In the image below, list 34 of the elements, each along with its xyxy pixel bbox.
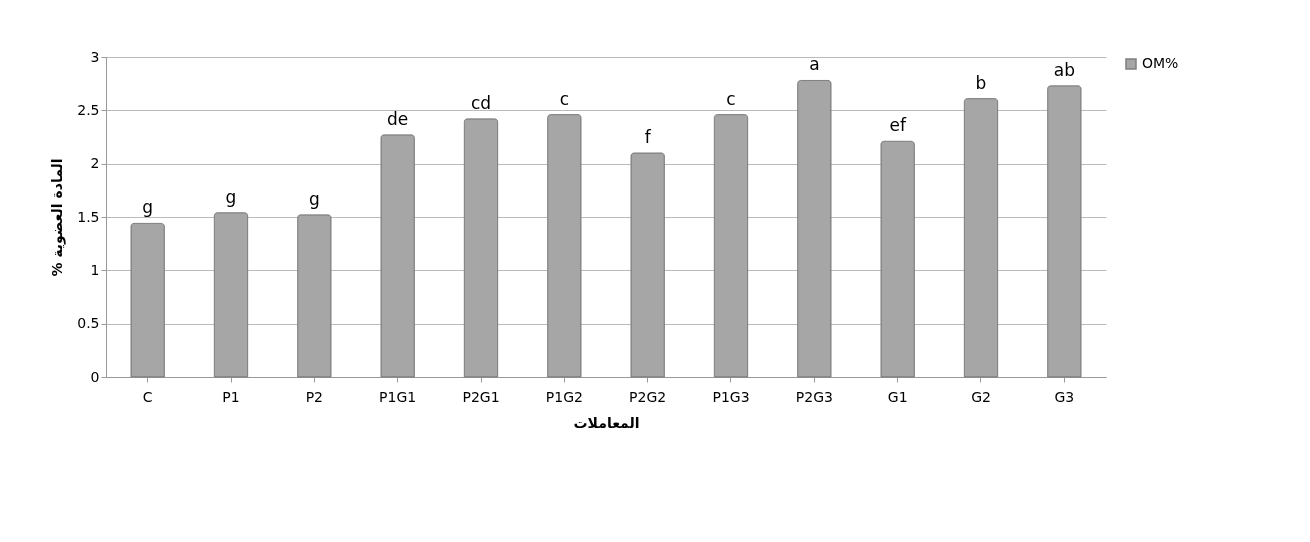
annotation: g [142, 197, 154, 218]
y-tick-label: 0.5 [77, 315, 100, 332]
y-tick-label: 1 [90, 261, 100, 278]
y-axis-title: % المادة العضوية [49, 158, 67, 277]
x-tick-label: P2 [305, 388, 324, 405]
annotation: f [644, 127, 652, 147]
x-tick-label: P2G3 [795, 388, 833, 405]
y-tick-label: 3 [90, 48, 100, 65]
legend-label: OM% [1142, 55, 1179, 71]
x-tick-label: P2G1 [462, 388, 500, 405]
x-tick-label: P1G3 [712, 388, 750, 405]
annotation: c [559, 88, 570, 109]
x-tick-label: G3 [1054, 388, 1075, 405]
x-tick-label: P1G2 [545, 388, 583, 405]
x-tick-label: G2 [971, 388, 991, 405]
x-tick-label: P1 [222, 388, 240, 405]
x-tick-label: C [142, 388, 153, 405]
annotation: b [975, 72, 987, 93]
annotation: g [308, 188, 320, 209]
annotation: ef [889, 115, 907, 136]
x-tick-label: P2G2 [629, 388, 667, 405]
annotation: g [225, 186, 237, 207]
annotation: ab [1053, 59, 1075, 80]
y-tick-label: 1.5 [77, 208, 100, 225]
y-tick-label: 2.5 [77, 101, 100, 118]
x-tick-label: P1G1 [379, 388, 417, 405]
annotation: de [387, 108, 409, 129]
annotation: cd [470, 92, 492, 113]
x-tick-label: G1 [887, 388, 908, 405]
annotation: a [809, 54, 820, 75]
annotation: c [726, 88, 736, 109]
y-tick-label: 0 [90, 368, 100, 385]
x-axis-title: المعاملات [573, 414, 640, 431]
y-tick-label: 2 [90, 155, 100, 172]
